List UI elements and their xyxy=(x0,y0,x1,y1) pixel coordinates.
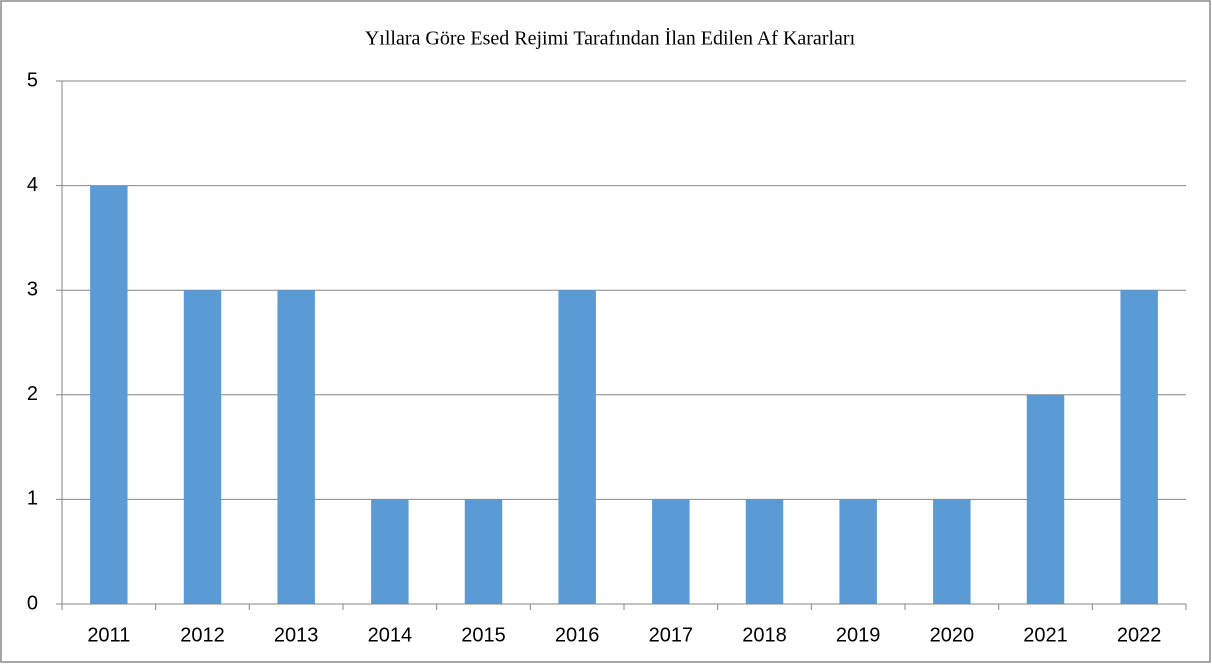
x-tick-label: 2016 xyxy=(555,624,600,646)
x-tick-label: 2017 xyxy=(649,624,694,646)
bar xyxy=(371,499,409,604)
bar xyxy=(652,499,690,604)
bar xyxy=(745,499,784,604)
bar xyxy=(464,499,503,604)
x-tick-label: 2012 xyxy=(180,624,225,646)
y-tick-label: 4 xyxy=(27,174,38,196)
bar xyxy=(933,499,971,604)
bar xyxy=(1120,290,1158,604)
x-tick-label: 2015 xyxy=(461,624,506,646)
x-tick-label: 2014 xyxy=(368,624,413,646)
bar xyxy=(277,290,315,604)
x-tick-label: 2013 xyxy=(274,624,319,646)
y-tick-label: 3 xyxy=(27,278,38,300)
y-tick-label: 0 xyxy=(27,592,38,614)
x-tick-label: 2011 xyxy=(87,624,130,646)
bar xyxy=(1026,394,1065,604)
bar xyxy=(90,185,128,604)
x-tick-label: 2019 xyxy=(836,624,881,646)
chart-title: Yıllara Göre Esed Rejimi Tarafından İlan… xyxy=(365,27,856,50)
x-tick-label: 2018 xyxy=(742,624,787,646)
bar xyxy=(558,290,596,604)
y-tick-label: 5 xyxy=(27,69,38,91)
bar xyxy=(183,290,222,604)
y-tick-label: 1 xyxy=(27,488,38,510)
x-tick-label: 2021 xyxy=(1023,624,1068,646)
x-tick-label: 2020 xyxy=(930,624,975,646)
y-tick-label: 2 xyxy=(27,383,38,405)
bar xyxy=(839,499,877,604)
x-tick-label: 2022 xyxy=(1117,624,1162,646)
